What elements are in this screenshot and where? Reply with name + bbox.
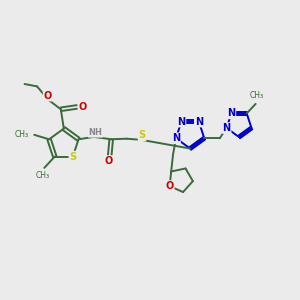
Text: O: O — [78, 102, 87, 112]
Text: O: O — [44, 91, 52, 100]
Text: N: N — [227, 108, 236, 118]
Text: O: O — [166, 181, 174, 191]
Text: CH₃: CH₃ — [15, 130, 29, 139]
Text: S: S — [69, 152, 76, 162]
Text: CH₃: CH₃ — [249, 91, 263, 100]
Text: N: N — [223, 123, 231, 133]
Text: NH: NH — [88, 128, 102, 137]
Text: O: O — [104, 156, 112, 166]
Text: S: S — [139, 130, 146, 140]
Text: N: N — [177, 117, 185, 127]
Text: N: N — [172, 133, 180, 143]
Text: N: N — [195, 117, 203, 127]
Text: CH₃: CH₃ — [36, 171, 50, 180]
